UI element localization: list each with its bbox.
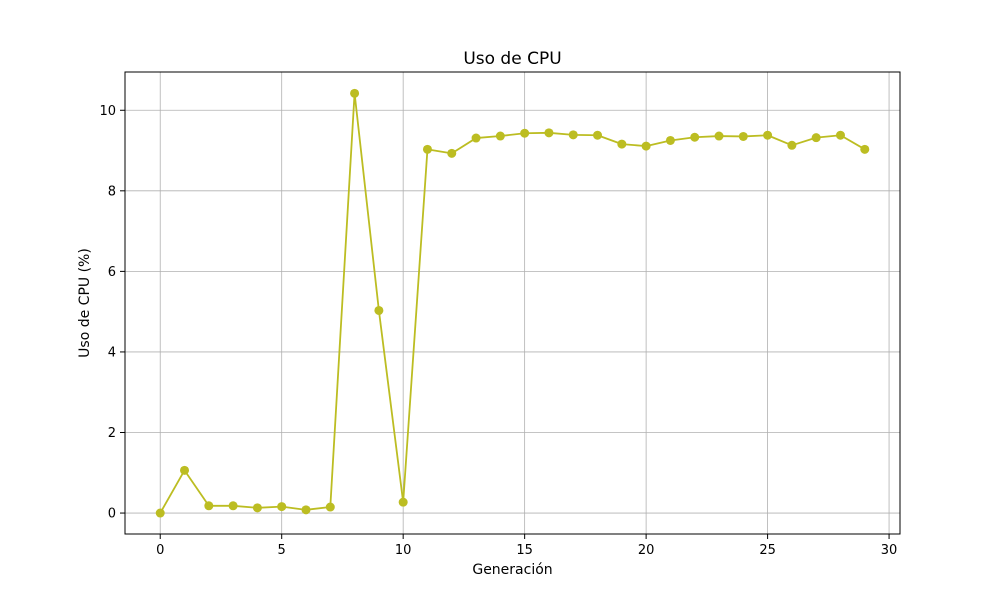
series-markers bbox=[155, 88, 870, 518]
data-point bbox=[665, 135, 675, 145]
data-point bbox=[447, 148, 457, 158]
x-axis-label: Generación bbox=[472, 562, 552, 578]
data-point bbox=[180, 465, 190, 475]
data-point bbox=[155, 508, 165, 518]
data-point bbox=[568, 130, 578, 140]
data-point bbox=[301, 505, 311, 515]
data-point bbox=[495, 131, 505, 141]
data-point bbox=[204, 501, 214, 511]
data-point bbox=[471, 133, 481, 143]
y-tick-label: 2 bbox=[108, 426, 116, 441]
data-point bbox=[325, 502, 335, 512]
data-point bbox=[277, 502, 287, 512]
x-tick-label: 0 bbox=[156, 543, 164, 558]
x-tick-label: 10 bbox=[395, 543, 412, 558]
data-point bbox=[641, 141, 651, 151]
data-point bbox=[544, 128, 554, 138]
data-point bbox=[860, 144, 870, 154]
data-point bbox=[593, 130, 603, 140]
data-point bbox=[520, 128, 530, 138]
x-tick-label: 20 bbox=[638, 543, 655, 558]
data-point bbox=[835, 130, 845, 140]
data-point bbox=[787, 140, 797, 150]
y-tick-label: 0 bbox=[108, 507, 116, 522]
x-axis-ticks: 0 5 10 15 20 25 30 bbox=[156, 534, 897, 558]
data-point bbox=[398, 497, 408, 507]
y-tick-label: 8 bbox=[108, 184, 116, 199]
data-point bbox=[422, 144, 432, 154]
x-tick-label: 30 bbox=[881, 543, 898, 558]
data-point bbox=[617, 139, 627, 149]
x-tick-label: 25 bbox=[759, 543, 776, 558]
data-point bbox=[350, 88, 360, 98]
data-point bbox=[690, 132, 700, 142]
data-point bbox=[714, 131, 724, 141]
y-tick-label: 4 bbox=[108, 345, 116, 360]
data-point bbox=[252, 503, 262, 513]
data-point bbox=[738, 131, 748, 141]
plot-frame bbox=[124, 71, 901, 535]
y-axis-ticks: 0 2 4 6 8 10 bbox=[99, 104, 125, 522]
chart-title: Uso de CPU bbox=[463, 49, 561, 69]
y-tick-label: 10 bbox=[99, 104, 116, 119]
y-tick-label: 6 bbox=[108, 265, 116, 280]
x-tick-label: 15 bbox=[516, 543, 533, 558]
data-point bbox=[811, 133, 821, 143]
grid bbox=[125, 72, 900, 534]
y-axis-label: Uso de CPU (%) bbox=[77, 248, 93, 358]
data-point bbox=[374, 305, 384, 315]
x-tick-label: 5 bbox=[278, 543, 286, 558]
data-point bbox=[763, 130, 773, 140]
data-point bbox=[228, 501, 238, 511]
